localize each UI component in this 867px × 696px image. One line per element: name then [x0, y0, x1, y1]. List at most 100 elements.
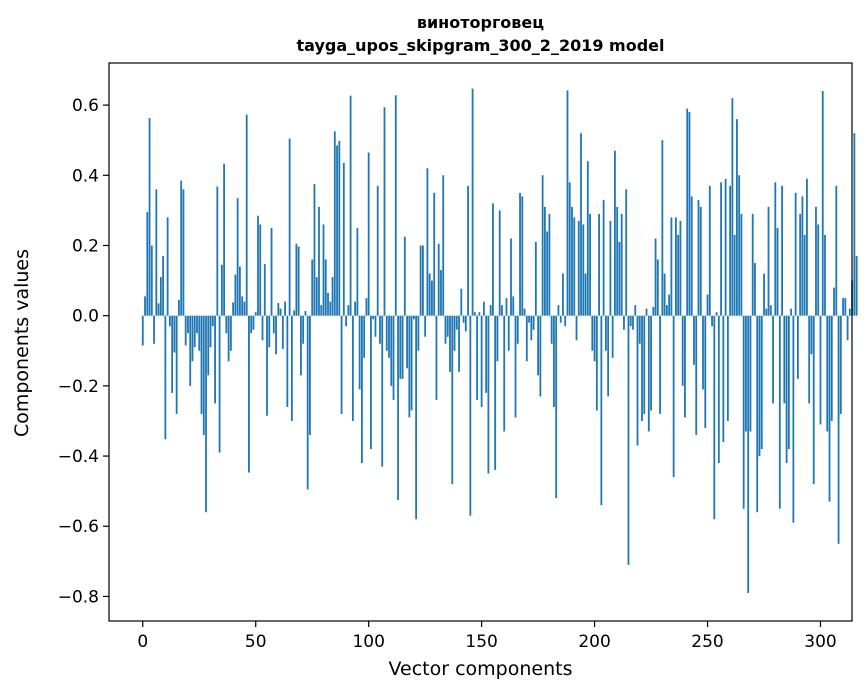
bar [679, 220, 682, 316]
bar [207, 315, 210, 376]
bar [604, 315, 607, 351]
bar [157, 303, 160, 316]
bar [661, 140, 664, 316]
bar [659, 315, 661, 414]
bar [365, 298, 368, 316]
bar [555, 315, 558, 499]
bar [315, 277, 318, 316]
bar [295, 243, 298, 316]
bar [774, 182, 777, 316]
bar [819, 315, 822, 425]
bar [268, 315, 271, 348]
bar [428, 273, 431, 316]
bar [200, 315, 203, 414]
bar [363, 315, 366, 358]
bar [726, 315, 729, 421]
y-tick-label: −0.2 [58, 377, 99, 397]
bar [684, 315, 686, 418]
bar [602, 199, 605, 316]
bar [173, 315, 176, 353]
bar [498, 210, 501, 316]
bar [763, 273, 765, 316]
bar [738, 175, 741, 316]
bar [259, 224, 262, 316]
bar [686, 108, 689, 316]
bar [318, 206, 320, 316]
bar [826, 315, 829, 432]
bar [349, 95, 352, 316]
bar [799, 213, 802, 316]
bar [731, 98, 734, 316]
bar [652, 306, 655, 316]
bar [297, 246, 300, 316]
bar [218, 315, 221, 453]
bar [787, 315, 790, 450]
bar [589, 213, 591, 316]
bar [415, 315, 418, 520]
bar [580, 133, 582, 316]
bar [697, 199, 700, 316]
bar [331, 277, 334, 316]
bar [342, 163, 345, 316]
bar [383, 107, 386, 316]
bar [270, 227, 273, 316]
bar [702, 315, 704, 390]
bar [514, 315, 517, 418]
bar [178, 299, 180, 316]
bar [562, 273, 564, 316]
bar [336, 145, 338, 316]
bar [390, 315, 393, 386]
bar [216, 186, 219, 316]
bar [351, 315, 354, 421]
bar [180, 180, 183, 316]
chart-title-line-2: tayga_upos_skipgram_300_2_2019 model [296, 36, 665, 55]
bar [806, 178, 808, 316]
bar [693, 315, 695, 365]
bar [564, 315, 567, 327]
bar [449, 315, 451, 372]
bar [772, 315, 774, 404]
bar [665, 305, 668, 316]
bar [392, 315, 395, 400]
bar [595, 315, 598, 411]
bar [848, 308, 851, 316]
bar [532, 315, 535, 330]
bar [437, 243, 440, 316]
bar [397, 315, 399, 500]
bar [751, 213, 754, 316]
y-tick-label: −0.8 [58, 587, 99, 607]
x-tick-label: 300 [804, 632, 836, 652]
bar [243, 301, 246, 316]
bar [708, 185, 711, 316]
bar [401, 315, 404, 379]
bar [388, 315, 390, 358]
y-tick-label: −0.6 [58, 517, 99, 537]
y-tick-label: 0.0 [72, 307, 99, 327]
y-tick-label: −0.4 [58, 447, 99, 467]
bar [808, 315, 811, 404]
bar [636, 315, 639, 446]
bar [374, 315, 377, 337]
bar [647, 315, 650, 432]
bar [421, 245, 424, 316]
bar [837, 315, 840, 544]
bar [675, 217, 677, 316]
bar [284, 301, 286, 316]
bar [442, 175, 445, 316]
x-tick-label: 250 [691, 632, 723, 652]
bar [618, 241, 621, 316]
bar [839, 315, 842, 414]
bar [419, 245, 422, 316]
bar [394, 95, 397, 316]
bar [553, 315, 555, 407]
bar [571, 206, 573, 316]
bar [754, 263, 756, 316]
bar [609, 220, 612, 316]
bar [715, 312, 718, 316]
bar [433, 192, 436, 316]
bar [668, 294, 671, 316]
bar [239, 266, 241, 316]
bar [476, 315, 479, 400]
bar [733, 234, 736, 316]
bar [168, 315, 171, 327]
